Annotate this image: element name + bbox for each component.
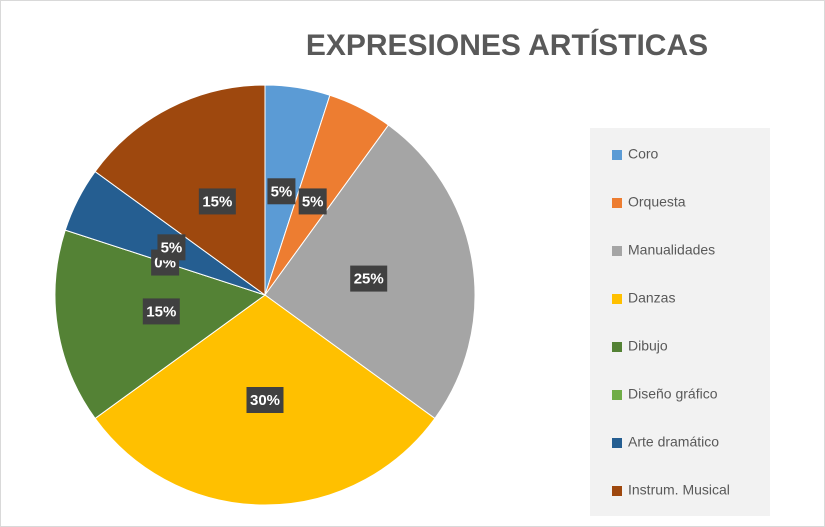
pie-slice [94,84,266,296]
legend-label: Danzas [628,290,675,306]
data-label: 15% [146,303,176,320]
legend-label: Orquesta [628,194,686,210]
data-label-box [350,265,388,292]
data-label: 25% [354,271,384,288]
legend-swatch [612,294,622,304]
data-label-box [142,298,180,325]
data-label-box [198,188,236,215]
legend-label: Dibujo [628,338,668,354]
data-label-box [298,188,327,215]
data-label-box [157,234,186,261]
legend-label: Instrum. Musical [628,482,730,498]
legend-swatch [612,150,622,160]
data-label-box [246,387,284,413]
legend-label: Coro [628,146,659,162]
legend-swatch [612,438,622,448]
legend-label: Arte dramático [628,434,719,450]
legend-swatch [612,486,622,496]
data-label: 5% [161,239,183,256]
legend-swatch [612,390,622,400]
legend-swatch [612,246,622,256]
legend-swatch [612,342,622,352]
legend-panel [590,128,770,516]
data-label: 15% [202,193,232,210]
chart-title: EXPRESIONES ARTÍSTICAS [306,28,708,62]
legend-label: Diseño gráfico [628,386,718,402]
data-label: 30% [250,392,280,409]
data-label-box [267,178,296,205]
data-label: 5% [302,193,324,210]
legend-label: Manualidades [628,242,715,258]
legend-swatch [612,198,622,208]
data-label: 5% [271,183,293,200]
